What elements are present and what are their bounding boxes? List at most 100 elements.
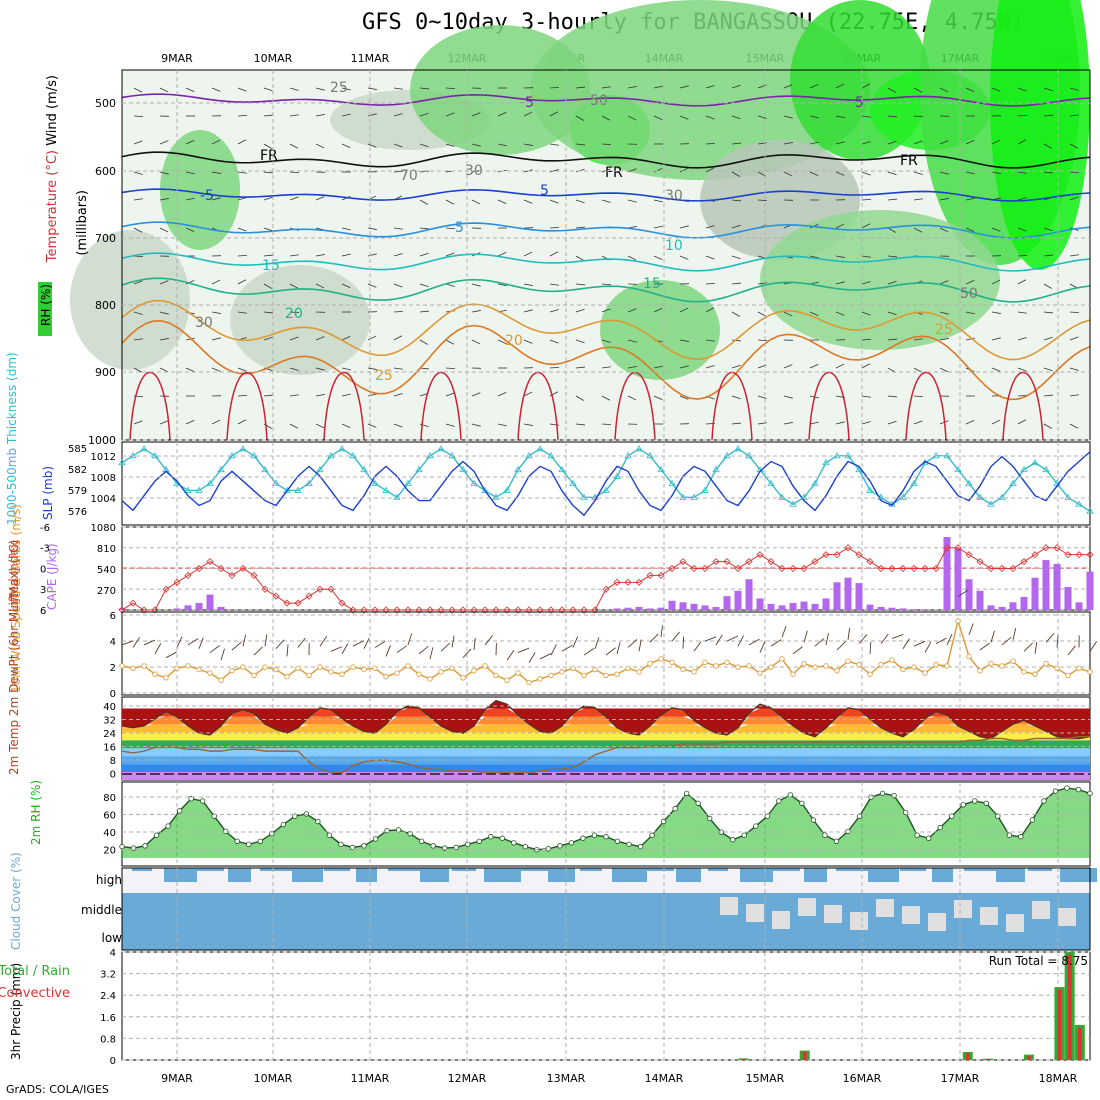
rh2m-line-point (822, 832, 828, 838)
wind10-line-point (823, 663, 829, 669)
wind-barb (419, 227, 429, 230)
rh2m-line-point (407, 830, 413, 837)
wind-barb (1069, 394, 1079, 397)
rh2m-area (122, 788, 1090, 858)
wind10-line-point (427, 676, 433, 682)
wind-barb (627, 86, 637, 89)
wind-barb (913, 338, 923, 341)
cape-bar (118, 608, 126, 610)
temperature-contour (323, 372, 365, 441)
wind-barb (861, 338, 872, 341)
wind10-line-point (163, 675, 169, 681)
lifted-index-point (1064, 551, 1072, 559)
wind10-barb (143, 639, 156, 646)
wind10-line-point (273, 666, 279, 673)
temp-band (122, 716, 1090, 739)
thickness-line-point (470, 479, 478, 486)
cloud-high-cell (772, 868, 800, 871)
cloud-high-cell (804, 868, 827, 882)
lifted-index-point (206, 558, 214, 566)
wind-axis-label: Wind (m/s) (45, 75, 60, 146)
cloud-gap-cell (1032, 901, 1050, 919)
wind10-line-point (185, 663, 191, 669)
rh2m-axis-label: 2m RH (%) (29, 780, 43, 845)
cloud-high-cell (548, 868, 575, 882)
wind10-barb (891, 633, 904, 639)
cape-bar (987, 605, 995, 610)
wind-barb (159, 171, 169, 175)
wind10-line-point (130, 665, 136, 672)
wind-barb (419, 199, 428, 205)
cape-bar (734, 590, 742, 610)
wind10-line-point (350, 664, 356, 670)
cloud-gap-cell (1006, 914, 1024, 932)
wind10-line-point (746, 663, 752, 669)
wind10-barb (220, 648, 225, 661)
lifted-index-point (767, 558, 775, 566)
rh2m-line-point (776, 798, 782, 804)
wind-barb (601, 86, 611, 89)
wind-barb (1017, 197, 1027, 201)
wind-barb (835, 363, 845, 369)
wind-barb (133, 338, 143, 341)
wind-barb (913, 115, 924, 118)
wind-barb (705, 167, 715, 173)
wind10-barb (132, 637, 140, 648)
rh-shade (530, 0, 870, 180)
wind10-line-point (1065, 672, 1071, 679)
wind10-barb (165, 651, 177, 659)
wind10-line-point (559, 669, 565, 675)
wind-barb (835, 311, 845, 316)
lifted-index-point (1042, 544, 1050, 552)
wind-barb (523, 143, 533, 146)
cloud-frame (121, 867, 1091, 951)
wind-barb (263, 227, 273, 232)
wind-barb (315, 423, 325, 429)
precip-tick: 3.2 (100, 970, 116, 981)
cape-bar (624, 607, 632, 610)
wind-barb (393, 283, 403, 288)
thickness-line-point (437, 445, 445, 452)
wind10-line-point (966, 653, 972, 660)
cloud-high-cell (292, 868, 323, 882)
wind-barb (705, 365, 715, 369)
thickness-tick: 579 (68, 486, 87, 497)
wind-barb (367, 423, 377, 428)
rh2m-line-point (764, 813, 771, 819)
wind-barb (263, 311, 273, 314)
cloud-high-cell (164, 868, 197, 882)
thickness-line-point (305, 479, 313, 486)
wind10-line-point (878, 662, 884, 668)
lifted-index-point (855, 551, 863, 559)
wind-barb (913, 395, 924, 398)
wind10-barb (704, 636, 717, 642)
wind10-line-point (735, 664, 741, 670)
wind-barb (601, 308, 611, 313)
rh2m-line-point (972, 798, 978, 804)
thickness-line (121, 448, 1091, 512)
slp-tick: 1008 (91, 473, 116, 484)
wind-barb (341, 335, 351, 341)
wind10-line-point (284, 673, 290, 680)
wind-barb (731, 115, 741, 120)
wind10-barb (440, 642, 451, 652)
wind-barb (783, 422, 793, 425)
wind-barb (263, 254, 273, 257)
contour-label: 5 (455, 220, 464, 236)
lifted-index-point (338, 599, 346, 607)
cloud-high-cell (484, 868, 521, 882)
thickness-line-point (789, 500, 797, 507)
rh2m-line-point (557, 843, 563, 849)
lifted-index-point (800, 564, 808, 573)
wind-barb (1043, 143, 1052, 149)
temp2m-axis-label: 2m Temp 2m DewPt (6hr Min/Max) (°C) (7, 540, 21, 775)
thickness-line-point (1075, 500, 1083, 507)
wind-barb (887, 171, 897, 176)
wind10-barb (583, 648, 595, 656)
top-date-label: 10MAR (254, 52, 293, 65)
cloud-high-cell (132, 868, 152, 871)
wind-barb (653, 365, 663, 369)
wind10-barb (880, 633, 889, 644)
wind-barb (965, 87, 975, 93)
cloud-high-cell (580, 868, 602, 871)
